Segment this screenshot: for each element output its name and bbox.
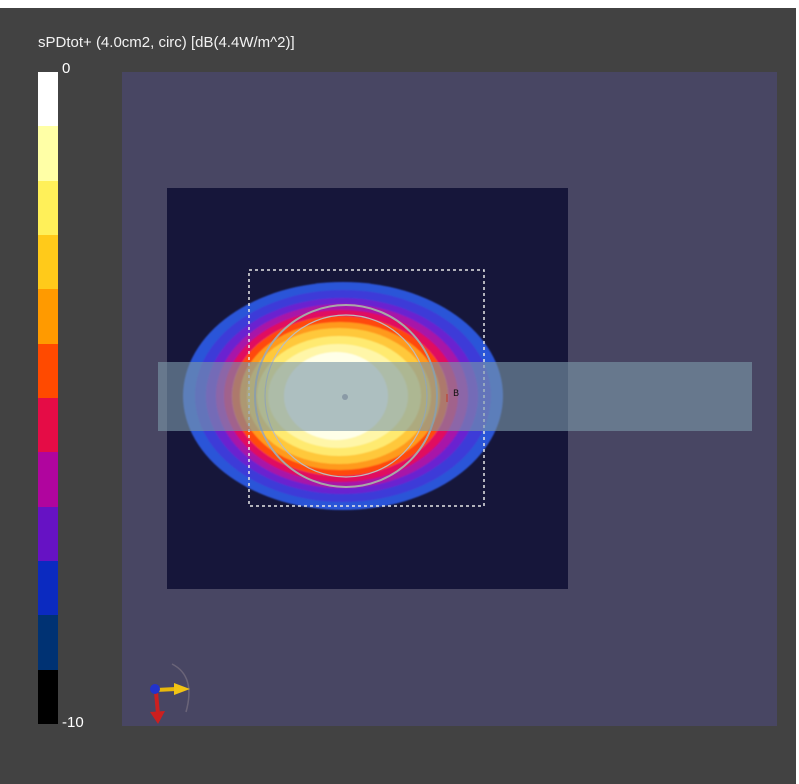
marker-label: B	[453, 389, 459, 399]
color-scale-segment	[38, 669, 58, 724]
color-scale-segment	[38, 397, 58, 453]
plot-title: sPDtot+ (4.0cm2, circ) [dB(4.4W/m^2)]	[38, 34, 295, 51]
color-scale-segment	[38, 126, 58, 181]
color-scale-segment	[38, 615, 58, 670]
color-scale-max-label: 0	[62, 60, 71, 77]
color-scale-segment	[38, 72, 58, 127]
color-scale-segment	[38, 506, 58, 561]
color-scale-min-label: -10	[62, 714, 84, 731]
color-scale-segment	[38, 289, 58, 344]
color-scale-bar	[38, 72, 58, 724]
color-scale-segment	[38, 234, 58, 290]
color-scale-segment	[38, 343, 58, 398]
feed-strip	[158, 362, 752, 431]
color-scale-segment	[38, 560, 58, 616]
viewer-panel[interactable]: sPDtot+ (4.0cm2, circ) [dB(4.4W/m^2)] 0 …	[0, 8, 796, 784]
orientation-axes-icon[interactable]	[150, 663, 190, 724]
color-scale-segment	[38, 180, 58, 235]
color-scale-segment	[38, 452, 58, 507]
field-view[interactable]: B	[0, 8, 796, 784]
center-point	[342, 394, 348, 400]
